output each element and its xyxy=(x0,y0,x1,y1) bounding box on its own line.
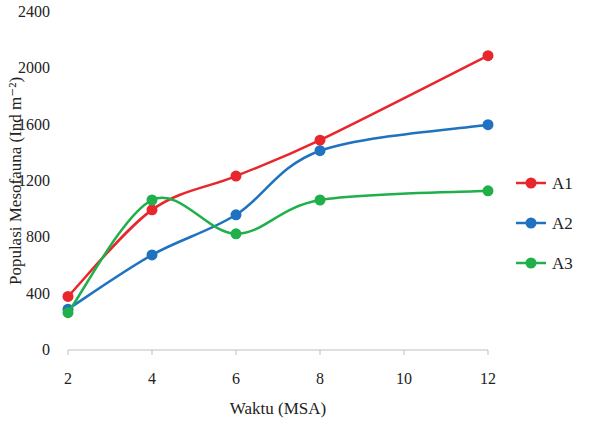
x-tick-label: 12 xyxy=(480,370,496,387)
x-tick xyxy=(152,350,153,355)
y-axis-title: Populasi Mesofauna (Ind m⁻²) xyxy=(6,77,25,285)
series-marker xyxy=(63,307,74,318)
series-marker xyxy=(315,195,326,206)
y-tick-label: 2400 xyxy=(18,3,50,20)
x-tick xyxy=(68,350,69,355)
chart: 0400800120016002000240024681012Waktu (MS… xyxy=(0,0,610,422)
x-tick xyxy=(320,350,321,355)
legend-marker xyxy=(526,218,537,229)
series-marker xyxy=(231,209,242,220)
y-tick-label: 0 xyxy=(42,341,50,358)
x-tick-label: 10 xyxy=(396,370,412,387)
series-marker xyxy=(147,204,158,215)
x-axis-title: Waktu (MSA) xyxy=(230,399,326,418)
series-marker xyxy=(147,195,158,206)
x-axis-line xyxy=(68,350,488,351)
series-marker xyxy=(483,185,494,196)
x-tick-label: 4 xyxy=(148,370,156,387)
series-line xyxy=(68,191,488,313)
series-marker xyxy=(315,135,326,146)
legend-label: A3 xyxy=(552,254,573,273)
x-tick xyxy=(404,350,405,355)
legend-label: A1 xyxy=(552,174,573,193)
x-tick-label: 6 xyxy=(232,370,240,387)
series-marker xyxy=(147,249,158,260)
series-marker xyxy=(483,50,494,61)
legend-label: A2 xyxy=(552,214,573,233)
y-tick-label: 2000 xyxy=(18,59,50,76)
legend-marker xyxy=(526,258,537,269)
x-tick-label: 2 xyxy=(64,370,72,387)
series-marker xyxy=(63,291,74,302)
y-tick-label: 400 xyxy=(26,285,50,302)
x-tick-label: 8 xyxy=(316,370,324,387)
series-marker xyxy=(231,228,242,239)
series-marker xyxy=(315,145,326,156)
legend: A1 A2 A3 xyxy=(516,174,573,273)
legend-marker xyxy=(526,178,537,189)
series-marker xyxy=(231,171,242,182)
plot-area xyxy=(63,50,494,318)
x-tick xyxy=(236,350,237,355)
x-tick xyxy=(488,350,489,355)
y-tick-label: 800 xyxy=(26,228,50,245)
series-marker xyxy=(483,119,494,130)
